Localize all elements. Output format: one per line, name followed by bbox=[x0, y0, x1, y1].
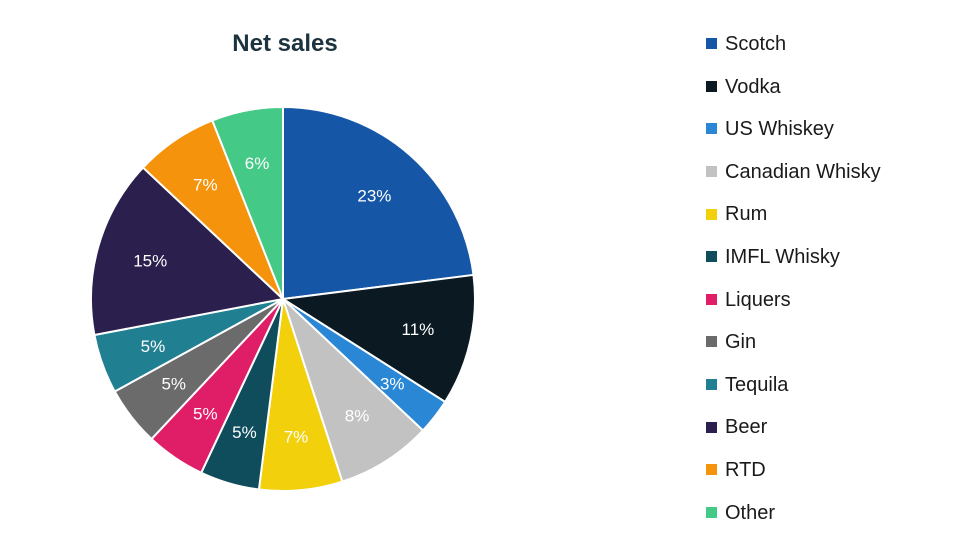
slice-label-liquers: 5% bbox=[193, 404, 218, 423]
slice-label-vodka: 11% bbox=[402, 320, 435, 339]
pie-slice-vodka bbox=[280, 273, 476, 404]
pie-slice-other bbox=[211, 105, 284, 300]
pie-slice-beer bbox=[90, 166, 286, 337]
legend-label: Beer bbox=[725, 416, 768, 439]
legend-swatch bbox=[706, 251, 717, 263]
legend-item-us-whiskey: US Whiskey bbox=[706, 113, 881, 156]
slice-label-tequila: 5% bbox=[141, 337, 166, 356]
legend-label: Tequila bbox=[725, 373, 789, 396]
legend-label: IMFL Whisky bbox=[725, 245, 840, 268]
legend-label: Canadian Whisky bbox=[725, 160, 881, 183]
legend-item-liquers: Liquers bbox=[706, 284, 881, 327]
slice-label-rtd: 7% bbox=[193, 176, 218, 195]
legend-item-gin: Gin bbox=[706, 326, 881, 369]
legend-swatch bbox=[706, 293, 717, 305]
legend-item-scotch: Scotch bbox=[706, 28, 881, 71]
slice-label-other: 6% bbox=[245, 154, 270, 173]
slice-label-canadian-whisky: 8% bbox=[345, 407, 370, 426]
chart-title: Net sales bbox=[232, 30, 338, 57]
legend-item-vodka: Vodka bbox=[706, 71, 881, 114]
legend-swatch bbox=[706, 208, 717, 220]
legend-swatch bbox=[706, 166, 717, 177]
legend-swatch bbox=[706, 506, 717, 518]
legend-swatch bbox=[706, 378, 717, 390]
slice-label-beer: 15% bbox=[133, 251, 167, 270]
slice-label-gin: 5% bbox=[161, 375, 186, 394]
legend-item-canadian-whisky: Canadian Whisky bbox=[706, 156, 881, 199]
slice-label-us-whiskey: 3% bbox=[380, 375, 405, 394]
legend-label: Scotch bbox=[725, 33, 787, 55]
legend-swatch bbox=[706, 80, 717, 92]
legend-item-imfl-whisky: IMFL Whisky bbox=[706, 241, 881, 284]
legend-label: US Whiskey bbox=[725, 118, 834, 141]
slice-label-rum: 7% bbox=[284, 428, 309, 447]
slice-label-imfl-whisky: 5% bbox=[232, 423, 257, 442]
legend-label: Rum bbox=[725, 203, 768, 226]
pie-slice-scotch bbox=[282, 105, 475, 301]
slice-label-scotch: 23% bbox=[357, 186, 391, 205]
legend: Scotch Vodka US Whiskey Canadian Whisky Rum I… bbox=[706, 28, 881, 539]
legend-swatch bbox=[706, 464, 717, 476]
legend-item-tequila: Tequila bbox=[706, 369, 881, 412]
legend-swatch bbox=[706, 421, 717, 433]
legend-swatch bbox=[706, 123, 717, 135]
legend-item-other: Other bbox=[706, 497, 881, 540]
pie-slice-canadian-whisky bbox=[282, 298, 425, 483]
legend-label: Liquers bbox=[725, 288, 791, 311]
legend-item-rtd: RTD bbox=[706, 454, 881, 497]
legend-item-beer: Beer bbox=[706, 411, 881, 454]
legend-swatch bbox=[706, 336, 717, 348]
legend-label: RTD bbox=[725, 458, 766, 481]
legend-label: Gin bbox=[725, 331, 757, 354]
legend-swatch bbox=[706, 38, 717, 50]
legend-label: Other bbox=[725, 501, 776, 524]
legend-label: Vodka bbox=[725, 75, 781, 98]
legend-item-rum: Rum bbox=[706, 198, 881, 241]
